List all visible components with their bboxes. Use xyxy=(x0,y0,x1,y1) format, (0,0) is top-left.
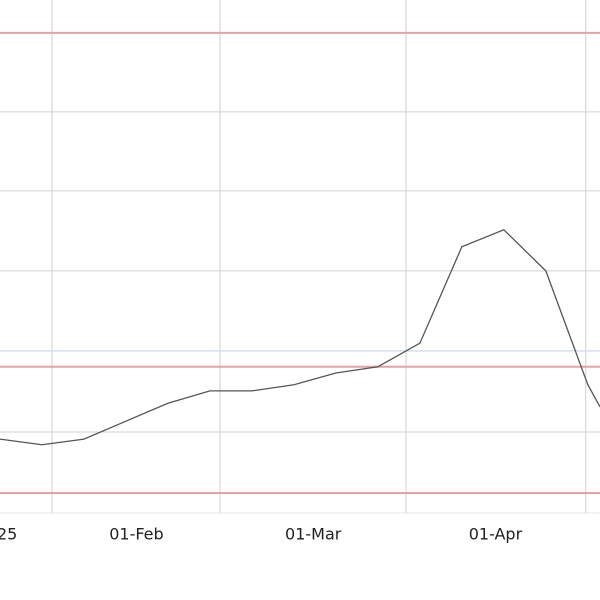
line-series xyxy=(0,229,600,446)
x-tick-label: 01-Feb xyxy=(109,525,163,544)
x-tick-label: 25 xyxy=(0,525,17,544)
x-tick-label: 01-Apr xyxy=(469,525,523,544)
x-tick-label: 01-Mar xyxy=(285,525,342,544)
